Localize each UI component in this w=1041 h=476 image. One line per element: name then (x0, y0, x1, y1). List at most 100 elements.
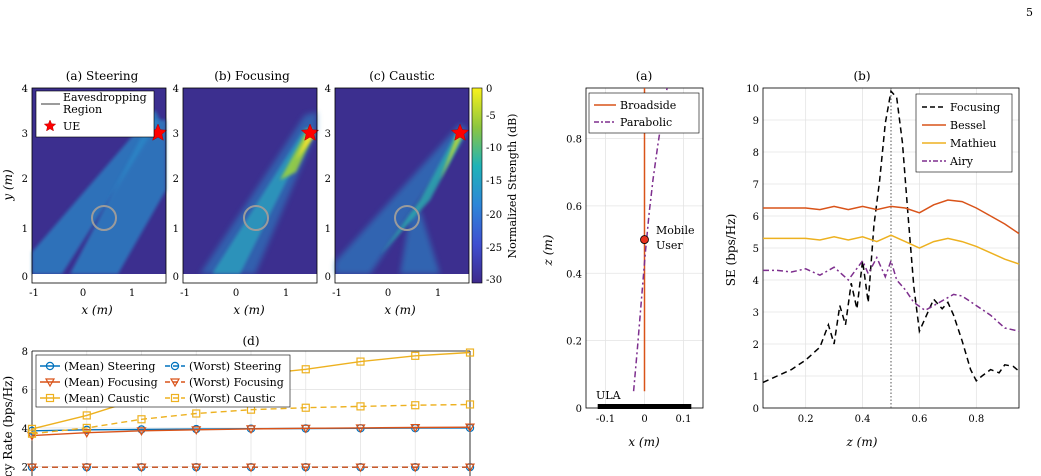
data-point (411, 401, 420, 410)
data-point (245, 425, 257, 435)
data-point (301, 403, 310, 412)
series-line (31, 403, 471, 435)
legend-label: (Mean) Focusing (64, 376, 158, 389)
data-point (410, 423, 421, 433)
data-point (27, 424, 37, 433)
y-tick: 7 (753, 180, 759, 191)
user-label-2: User (656, 239, 683, 252)
series-line (762, 89, 1020, 384)
y-tick: 2 (22, 462, 28, 473)
data-point (191, 426, 202, 436)
colorbar-tick: -20 (486, 210, 502, 221)
y-tick: 4 (325, 84, 331, 95)
ue-star (450, 123, 470, 141)
y-tick: 0 (22, 272, 28, 283)
heatmap-beam (200, 112, 317, 274)
legend-label: (Worst) Focusing (189, 376, 284, 389)
colorbar-label: Normalized Strength (dB) (506, 114, 519, 259)
ue-star (300, 123, 320, 141)
y-tick: 4 (753, 276, 759, 287)
legend-label: Airy (949, 155, 974, 168)
chart-title: (d) (242, 334, 259, 348)
legend-label: (Mean) Caustic (64, 392, 149, 405)
data-point (245, 463, 257, 473)
legend-marker (170, 361, 180, 371)
colorbar-tick: -15 (486, 176, 502, 187)
y-tick: 1 (173, 224, 179, 235)
x-axis-label: x (m) (384, 303, 416, 317)
data-point (300, 424, 311, 434)
x-tick: 1 (129, 288, 135, 299)
heatmap-legend (35, 90, 155, 138)
user-label-1: Mobile (656, 224, 694, 237)
legend-label: Broadside (620, 99, 676, 112)
eavesdropping-region (91, 205, 117, 231)
heatmap-steering: (a) Steering Eavesdropping Region UE 4 3… (1, 69, 168, 317)
colorbar-tick: 0 (486, 84, 492, 95)
y-tick: 0.8 (566, 135, 582, 146)
x-tick: 0.4 (855, 414, 871, 425)
chart-title: (b) (853, 69, 870, 83)
y-tick: 3 (753, 308, 759, 319)
legend-ue-label: UE (63, 120, 80, 133)
legend-marker (45, 393, 55, 403)
heatmap-beam (400, 210, 440, 274)
data-point (464, 423, 476, 433)
data-point (136, 463, 147, 473)
x-axis-label: x (m) (81, 303, 113, 317)
x-tick: 0 (80, 288, 86, 299)
x-axis-label: x (m) (628, 435, 660, 449)
data-point (137, 415, 146, 424)
legend-label: Parabolic (620, 116, 672, 129)
y-tick: 1 (753, 372, 759, 383)
ula-label: ULA (596, 389, 622, 402)
heatmap-frame (182, 87, 318, 284)
heatmap-title: (b) Focusing (214, 69, 290, 83)
x-tick: 0.2 (798, 414, 814, 425)
data-point (191, 463, 202, 473)
y-tick: 2 (325, 174, 331, 185)
legend-marker (45, 361, 55, 371)
y-tick: 8 (22, 347, 28, 358)
y-axis-label: SE (bps/Hz) (724, 214, 738, 287)
data-point (136, 427, 147, 437)
y-tick: 5 (753, 244, 759, 255)
x-tick: 0.8 (968, 414, 984, 425)
legend-label: Bessel (950, 119, 986, 132)
x-tick: -1 (29, 288, 39, 299)
heatmap-focusing: (b) Focusing 4 3 2 1 0 -1 0 1 x (m) (173, 69, 320, 317)
data-point (411, 351, 420, 360)
legend-label: Focusing (950, 101, 1000, 114)
y-tick: 1 (325, 224, 331, 235)
y-tick: 0.6 (566, 202, 582, 213)
chart-legend (35, 354, 291, 408)
y-tick: 2 (753, 340, 759, 351)
data-point (27, 429, 37, 438)
chart-legend-entries: Focusing Bessel Mathieu Airy (922, 101, 1000, 168)
heatmap-title: (c) Caustic (369, 69, 435, 83)
y-tick: 3 (22, 129, 28, 140)
x-axis-label: x (m) (233, 303, 265, 317)
x-tick: 1 (283, 288, 289, 299)
data-point (26, 463, 38, 473)
data-point (356, 402, 365, 411)
chart-plot-area: 0 0.2 0.4 0.6 0.8 -0.1 0 0.1 (566, 87, 704, 425)
y-tick: 4 (22, 84, 28, 95)
data-point (410, 463, 421, 473)
y-tick: 9 (753, 116, 759, 127)
data-point (355, 424, 366, 434)
heatmap-frame (334, 87, 470, 284)
heatmap-beam (70, 120, 166, 274)
page-number: 5 (1026, 6, 1033, 19)
y-tick: 2 (173, 174, 179, 185)
y-tick: 3 (173, 129, 179, 140)
y-tick: 0 (325, 272, 331, 283)
x-tick: 0.1 (676, 414, 692, 425)
y-tick: 4 (173, 84, 179, 95)
x-tick: -1 (332, 288, 342, 299)
chart-legend (588, 92, 700, 134)
x-tick: -1 (180, 288, 190, 299)
data-point (300, 463, 311, 473)
chart-plot-area: 0 1 2 3 4 5 6 7 8 9 10 0.2 0.4 0.6 0.8 (746, 84, 1020, 425)
